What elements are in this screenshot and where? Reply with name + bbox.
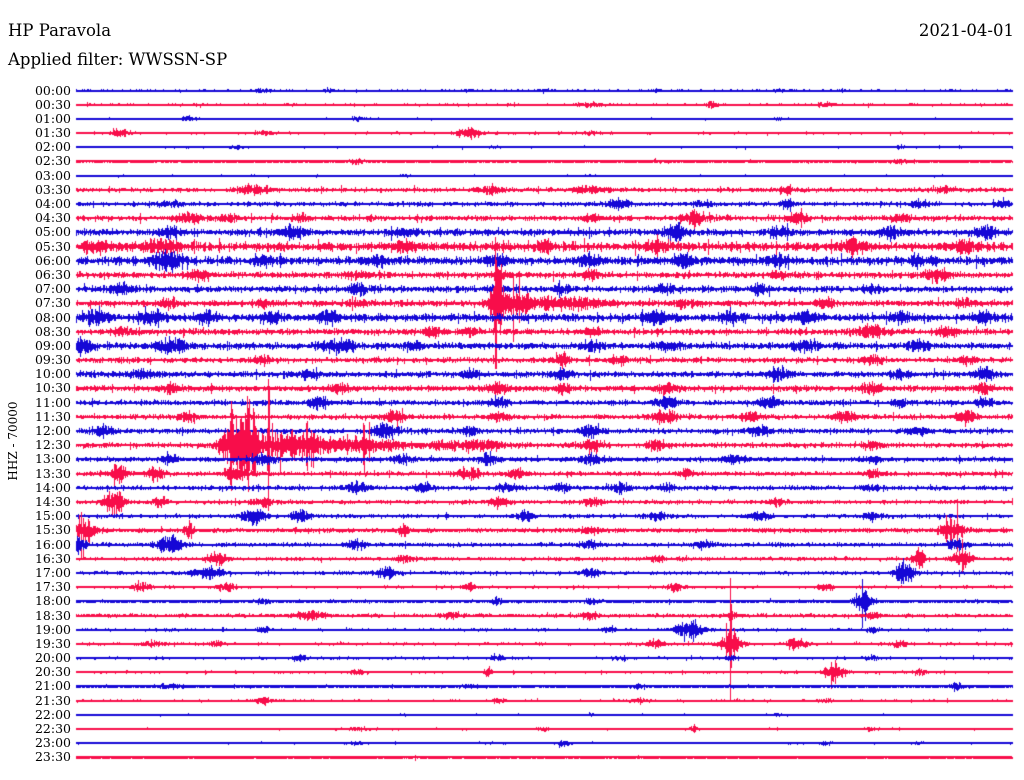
row-time-label: 13:00 <box>34 451 71 467</box>
row-time-label: 23:00 <box>34 735 71 751</box>
row-time-label: 09:00 <box>34 337 71 353</box>
row-time-label: 13:30 <box>34 465 71 481</box>
row-time-label: 00:00 <box>34 82 71 98</box>
row-time-label: 10:30 <box>34 380 71 396</box>
row-time-label: 12:00 <box>34 423 71 439</box>
row-time-label: 05:00 <box>34 224 71 240</box>
row-time-label: 11:30 <box>34 408 71 424</box>
row-time-label: 17:00 <box>34 564 71 580</box>
row-time-label: 11:00 <box>34 394 71 410</box>
row-time-label: 16:30 <box>34 550 71 566</box>
row-time-label: 10:00 <box>34 366 71 382</box>
row-time-label: 08:30 <box>34 323 71 339</box>
row-time-label: 20:00 <box>34 650 71 666</box>
row-time-label: 00:30 <box>34 96 71 112</box>
row-time-label: 02:00 <box>34 139 71 155</box>
row-time-label: 20:30 <box>34 664 71 680</box>
row-time-label: 14:00 <box>34 479 71 495</box>
row-time-label: 06:30 <box>34 266 71 282</box>
row-time-label: 05:30 <box>34 238 71 254</box>
row-time-label: 09:30 <box>34 352 71 368</box>
row-time-label: 19:30 <box>34 635 71 651</box>
row-time-label: 16:00 <box>34 536 71 552</box>
row-time-label: 06:00 <box>34 252 71 268</box>
row-time-label: 03:00 <box>34 167 71 183</box>
row-time-label: 22:00 <box>34 706 71 722</box>
row-time-label: 07:00 <box>34 281 71 297</box>
row-time-label: 07:30 <box>34 295 71 311</box>
row-time-label: 21:00 <box>34 678 71 694</box>
row-time-label: 15:30 <box>34 522 71 538</box>
row-time-label: 18:00 <box>34 593 71 609</box>
row-time-label: 14:30 <box>34 494 71 509</box>
row-time-label: 02:30 <box>34 153 71 169</box>
row-time-label: 08:00 <box>34 309 71 325</box>
row-time-label: 04:30 <box>34 210 71 226</box>
row-time-label: 01:30 <box>34 125 71 141</box>
row-time-label: 19:00 <box>34 621 71 637</box>
row-time-label: 15:00 <box>34 508 71 524</box>
row-time-label: 01:00 <box>34 110 71 126</box>
row-time-label: 04:00 <box>34 196 71 212</box>
row-time-label: 23:30 <box>34 749 71 765</box>
channel-axis-label: HHZ - 70000 <box>6 401 20 481</box>
row-time-label: 21:30 <box>34 692 71 708</box>
row-time-label: 03:30 <box>34 181 71 197</box>
row-time-label: 17:30 <box>34 579 71 595</box>
row-time-label: 22:30 <box>34 721 71 737</box>
row-time-label: 12:30 <box>34 437 71 453</box>
row-time-label: 18:30 <box>34 607 71 623</box>
